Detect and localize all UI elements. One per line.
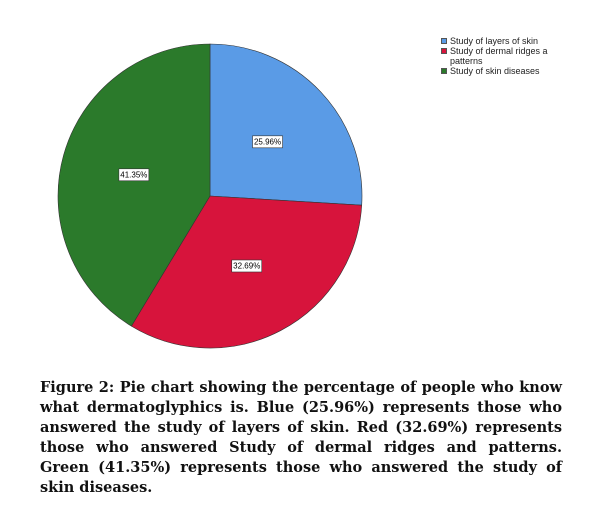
pie-slice (209, 43, 363, 206)
label-box (118, 168, 150, 182)
legend-label: Study of layers of skin (450, 36, 539, 46)
legend-label: Study of dermal ridges a patterns (450, 46, 548, 66)
pie-slice (57, 43, 211, 327)
value-label: 41.35% (120, 170, 147, 179)
label-box (252, 135, 283, 149)
chart: 25.96% 32.69% 41.35% (57, 43, 363, 349)
legend-swatch (441, 38, 447, 44)
legend-swatch (441, 68, 447, 74)
legend-label: Study of skin diseases (450, 66, 540, 76)
value-label: 25.96% (254, 137, 281, 146)
label-box (231, 259, 263, 273)
legend: Study of layers of skin Study of dermal r… (441, 36, 563, 76)
legend-swatch (441, 48, 447, 54)
value-label: 32.69% (233, 262, 260, 271)
legend-item: Study of layers of skin (441, 36, 563, 46)
caption: Figure 2: Pie chart showing the percenta… (40, 379, 562, 496)
legend-item: Study of skin diseases (441, 66, 563, 76)
legend-item: Study of dermal ridges a patterns (441, 46, 563, 66)
